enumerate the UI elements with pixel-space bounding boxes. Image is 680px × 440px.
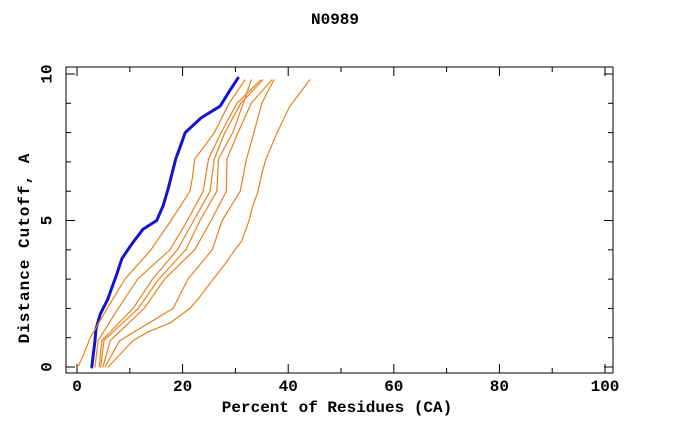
x-axis-label: Percent of Residues (CA) bbox=[221, 399, 453, 417]
x-tick-label: 80 bbox=[490, 378, 509, 396]
y-tick-label: 0 bbox=[39, 362, 57, 372]
curve-target-blue bbox=[90, 76, 240, 369]
curve-model-5 bbox=[102, 79, 273, 368]
x-tick-label: 40 bbox=[279, 378, 298, 396]
curve-model-1 bbox=[77, 79, 246, 367]
y-tick-label: 10 bbox=[39, 64, 57, 83]
x-tick-label: 0 bbox=[72, 378, 82, 396]
y-tick-label: 5 bbox=[39, 216, 57, 226]
chart-title: N0989 bbox=[310, 11, 360, 29]
x-tick-label: 60 bbox=[384, 378, 403, 396]
curve-model-7 bbox=[107, 79, 311, 368]
x-tick-label: 20 bbox=[173, 378, 192, 396]
curve-model-4 bbox=[100, 79, 252, 368]
curve-model-6 bbox=[104, 79, 275, 368]
curve-model-2 bbox=[94, 79, 262, 368]
curve-model-3 bbox=[98, 79, 264, 368]
x-tick-label: 100 bbox=[591, 378, 620, 396]
plot-box bbox=[65, 66, 614, 374]
